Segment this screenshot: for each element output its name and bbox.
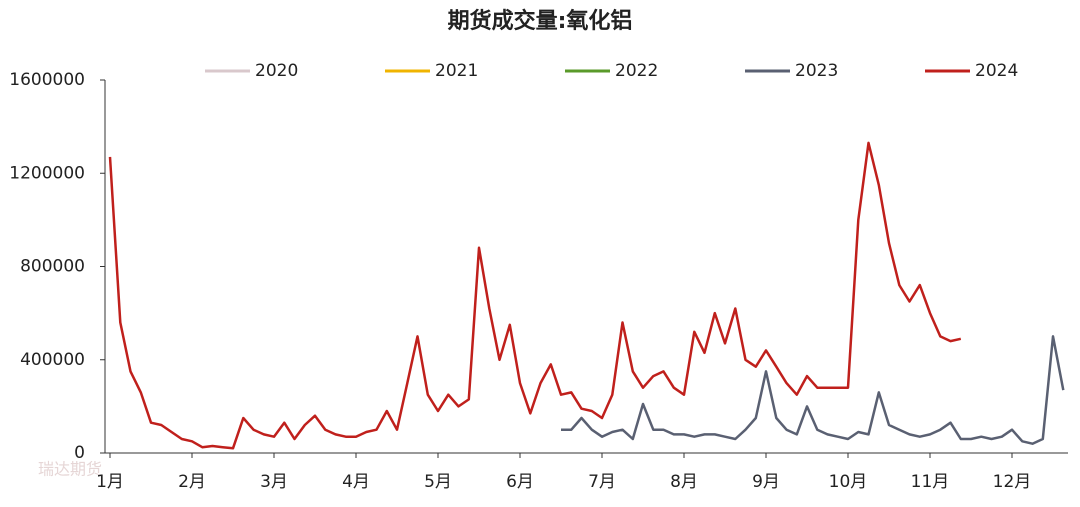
- y-tick-label: 400000: [20, 350, 85, 370]
- x-tick-label: 12月: [993, 472, 1032, 492]
- x-tick-label: 4月: [342, 472, 370, 492]
- series-line: [561, 335, 1065, 445]
- x-tick-label: 1月: [96, 472, 124, 492]
- legend-label: 2021: [435, 61, 478, 81]
- y-tick-label: 800000: [20, 257, 85, 277]
- y-tick-label: 0: [74, 443, 85, 463]
- legend-label: 2023: [795, 61, 838, 81]
- x-tick-label: 7月: [588, 472, 616, 492]
- chart-title: 期货成交量:氧化铝: [448, 8, 633, 34]
- y-tick-label: 1200000: [9, 163, 85, 183]
- x-tick-label: 6月: [506, 472, 534, 492]
- x-tick-label: 2月: [178, 472, 206, 492]
- x-tick-label: 11月: [911, 472, 950, 492]
- legend-label: 2022: [615, 61, 658, 81]
- legend-label: 2024: [975, 61, 1018, 81]
- series-line: [108, 141, 962, 450]
- x-tick-label: 5月: [424, 472, 452, 492]
- x-tick-label: 3月: [260, 472, 288, 492]
- x-tick-label: 9月: [752, 472, 780, 492]
- x-tick-label: 8月: [670, 472, 698, 492]
- legend-label: 2020: [255, 61, 298, 81]
- y-tick-label: 1600000: [9, 70, 85, 90]
- watermark: 瑞达期货: [38, 460, 102, 479]
- x-tick-label: 10月: [829, 472, 868, 492]
